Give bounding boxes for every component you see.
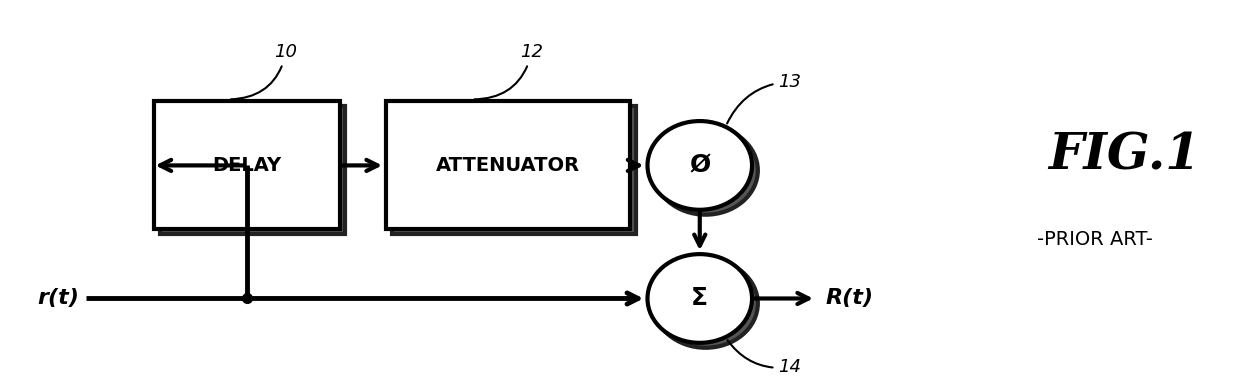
Text: -PRIOR ART-: -PRIOR ART-: [1037, 230, 1152, 249]
Circle shape: [653, 126, 758, 215]
Text: ATTENUATOR: ATTENUATOR: [436, 156, 580, 175]
Bar: [160, 106, 346, 234]
Text: 12: 12: [474, 43, 543, 99]
Text: r(t): r(t): [37, 289, 79, 308]
Circle shape: [647, 121, 751, 210]
Bar: [386, 101, 630, 229]
Text: FIG.1: FIG.1: [1048, 131, 1200, 180]
Text: Ø: Ø: [689, 153, 711, 177]
Bar: [392, 106, 636, 234]
Text: 10: 10: [231, 43, 298, 99]
Circle shape: [653, 259, 758, 348]
Text: DELAY: DELAY: [212, 156, 281, 175]
Bar: [154, 101, 340, 229]
Circle shape: [647, 254, 751, 343]
Text: 13: 13: [727, 73, 801, 123]
Text: Σ: Σ: [691, 286, 708, 310]
Text: R(t): R(t): [826, 289, 873, 308]
Text: 14: 14: [728, 340, 801, 376]
